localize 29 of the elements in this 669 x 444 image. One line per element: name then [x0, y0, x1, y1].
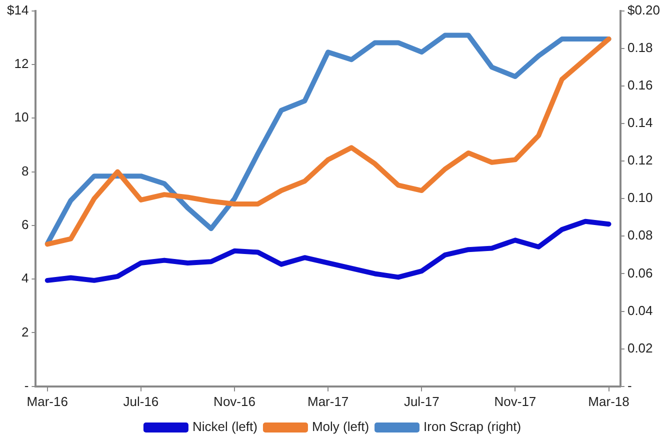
x-tick-label: Jul-17	[404, 394, 440, 409]
y2-tick-label: 0.04	[627, 302, 653, 318]
y2-tick-label: $0.20	[627, 2, 660, 18]
y-tick-label: $14	[6, 2, 29, 18]
x-tick-label: Nov-17	[494, 394, 536, 409]
y2-tick-label: -	[627, 378, 632, 393]
legend-label: Moly (left)	[312, 419, 370, 434]
x-tick-label: Jul-16	[123, 394, 159, 409]
x-tick-label: Mar-16	[26, 394, 68, 409]
x-tick-label: Mar-17	[307, 394, 349, 409]
y-tick-label: 12	[14, 56, 29, 72]
y-tick-label: 4	[21, 270, 29, 286]
legend-label: Nickel (left)	[192, 419, 258, 434]
y2-tick-label: 0.18	[627, 40, 653, 55]
legend-label: Iron Scrap (right)	[424, 419, 522, 434]
y2-tick-label: 0.06	[627, 265, 653, 280]
y2-tick-label: 0.14	[627, 115, 653, 130]
y-tick-label: 8	[21, 163, 29, 178]
y-tick-label: 10	[14, 110, 29, 125]
y-tick-label: 6	[21, 217, 29, 232]
y2-tick-label: 0.08	[627, 228, 653, 243]
y-tick-label: 2	[21, 324, 29, 340]
y2-tick-label: 0.02	[627, 340, 653, 356]
y2-tick-label: 0.16	[627, 78, 653, 92]
y-tick-label: -	[24, 378, 29, 393]
x-tick-label: Nov-16	[214, 394, 256, 409]
y2-tick-label: 0.12	[627, 152, 653, 168]
y2-tick-label: 0.10	[627, 190, 653, 206]
x-tick-label: Mar-18	[588, 394, 630, 409]
